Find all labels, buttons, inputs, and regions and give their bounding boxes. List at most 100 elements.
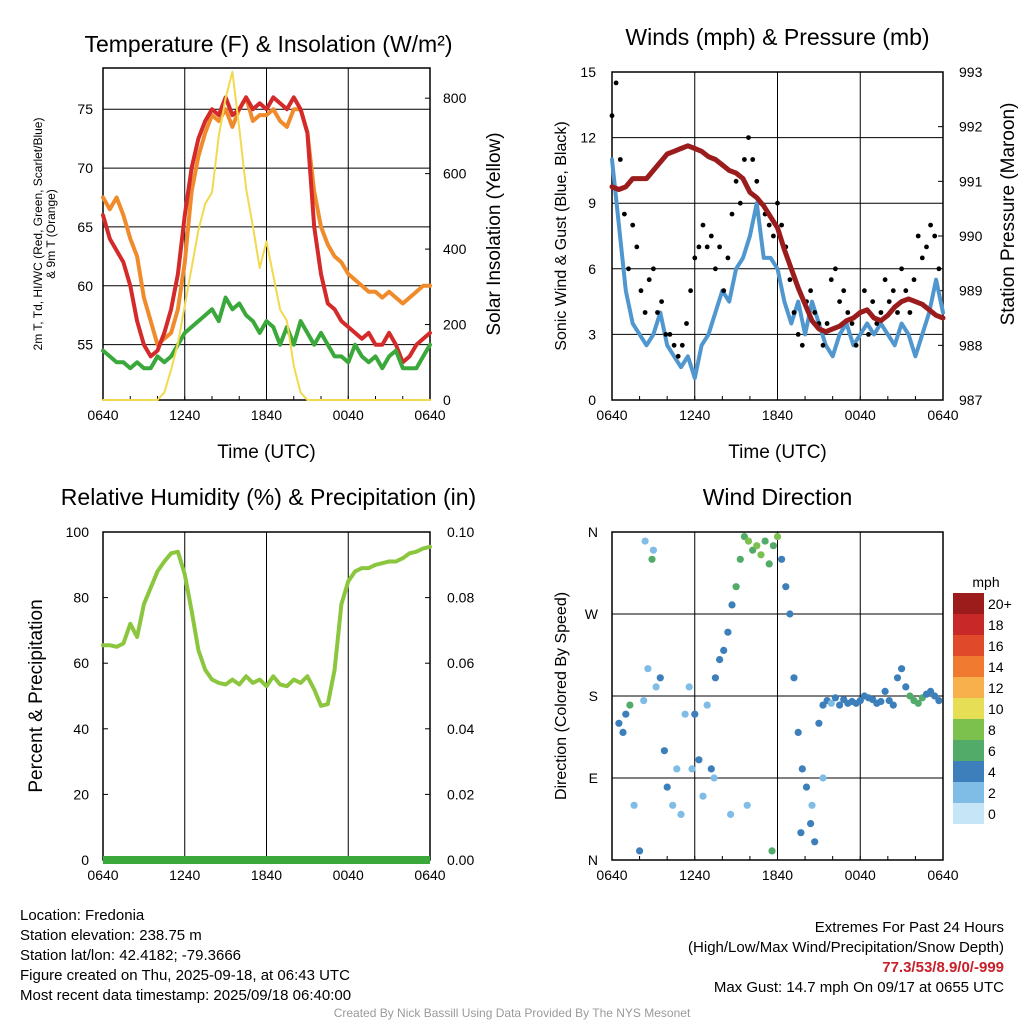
y-axis-label: Direction (Colored By Speed) (553, 592, 570, 800)
wind-direction-point (927, 687, 935, 696)
station-elevation: Station elevation: 238.75 m (20, 927, 202, 944)
legend-label: 10 (988, 701, 1004, 717)
legend-label: 8 (988, 722, 996, 738)
wind-direction-point (782, 583, 790, 591)
y2-tick-label: 0.00 (447, 852, 474, 868)
gust-point (791, 310, 797, 315)
wind-direction-point (931, 692, 939, 700)
gust-point (746, 135, 751, 141)
gust-point (733, 178, 739, 184)
credit-line: Created By Nick Bassill Using Data Provi… (333, 1006, 691, 1020)
y2-axis-label: Solar Insolation (Yellow) (484, 132, 505, 335)
gust-point (651, 266, 656, 272)
station-location: Location: Fredonia (20, 907, 145, 924)
gust-point (667, 332, 673, 337)
temperature-series-line (101, 95, 432, 347)
y-tick-label: S (589, 688, 598, 704)
gust-point (824, 321, 830, 326)
y2-tick-label: 800 (443, 90, 467, 106)
gust-point (700, 222, 706, 228)
legend-swatch (953, 698, 984, 719)
temperature-series-line (102, 70, 431, 401)
y2-tick-label: 0 (443, 392, 451, 408)
gust-point (721, 288, 727, 294)
x-tick-label: 0640 (87, 867, 118, 883)
y-axis-label: 2m T, Td, HI/WC (Red, Green, Scarlet/Blu… (31, 118, 58, 351)
gust-point (708, 233, 714, 239)
x-tick-label: 0640 (414, 867, 445, 883)
wind-direction-point (663, 783, 671, 791)
wind-direction-point (893, 674, 902, 682)
gust-point (742, 157, 747, 162)
gust-point (729, 211, 735, 217)
gust-point (820, 342, 826, 348)
wind-direction-point (831, 694, 840, 702)
gust-point (828, 277, 834, 283)
wind-direction-point (703, 701, 711, 709)
gust-point (895, 310, 900, 315)
gust-point (634, 244, 640, 250)
gust-point (679, 342, 685, 348)
y2-tick-label: 600 (443, 166, 467, 182)
gust-point (750, 157, 756, 162)
chart-title: Temperature (F) & Insolation (W/m²) (84, 31, 452, 57)
gust-point (812, 310, 818, 315)
gust-point (671, 342, 677, 348)
gust-point (646, 277, 652, 283)
wind-direction-point (652, 683, 660, 691)
legend-swatch (953, 677, 984, 698)
y2-tick-label: 400 (443, 241, 467, 257)
wind-direction-point (732, 583, 740, 591)
legend-label: 20+ (988, 596, 1012, 612)
gust-point (766, 222, 772, 228)
temperature-series-line (101, 295, 432, 371)
wind-direction-point (881, 687, 889, 696)
gust-point (713, 266, 718, 272)
extremes-subtitle: (High/Low/Max Wind/Precipitation/Snow De… (688, 939, 1004, 956)
max-gust: Max Gust: 14.7 mph On 09/17 at 0655 UTC (713, 979, 1004, 996)
x-tick-label: 1840 (762, 407, 793, 423)
wind-direction-point (669, 801, 677, 809)
y2-tick-label: 991 (959, 173, 983, 189)
wind-direction-point (615, 719, 623, 727)
gust-point (655, 310, 660, 315)
wind-direction-point (811, 838, 819, 846)
station-latlon: Station lat/lon: 42.4182; -79.3666 (20, 947, 242, 964)
y2-tick-label: 988 (959, 337, 983, 353)
chart-title: Wind Direction (703, 484, 853, 510)
legend-label: 16 (988, 638, 1004, 654)
wind-direction-point (691, 710, 699, 718)
wind-direction-point (660, 747, 669, 755)
wind-direction-point (798, 765, 806, 773)
gust-point (626, 266, 631, 272)
y2-tick-label: 0.06 (447, 655, 474, 671)
legend-swatch (953, 656, 984, 677)
gust-point (675, 353, 681, 359)
wind-direction-point (935, 697, 943, 705)
gust-point (754, 178, 760, 184)
plot-frame (102, 67, 431, 401)
wind-direction-point (808, 801, 816, 809)
legend-label: 4 (988, 764, 996, 780)
panel-temperature (102, 67, 431, 401)
gust-point (841, 288, 847, 294)
y-tick-label: 80 (73, 590, 89, 606)
legend-label: 2 (988, 785, 996, 801)
wind-direction-point (707, 765, 715, 773)
wind-direction-point (802, 783, 811, 791)
x-axis-label: Time (UTC) (217, 442, 316, 463)
gust-point (899, 266, 904, 272)
x-tick-label: 1240 (679, 407, 710, 423)
wind-direction-point (889, 701, 897, 709)
figure-created: Figure created on Thu, 2025-09-18, at 06… (20, 967, 350, 984)
gust-point (845, 310, 851, 315)
wind-direction-point (626, 701, 634, 709)
x-tick-label: 0640 (596, 867, 627, 883)
wind-direction-point (898, 665, 906, 673)
wind-direction-point (827, 699, 835, 707)
wind-direction-point (815, 719, 823, 727)
wind-direction-point (778, 555, 786, 563)
wind-direction-point (619, 728, 627, 737)
y2-tick-label: 990 (959, 228, 983, 244)
gust-point (874, 321, 880, 326)
